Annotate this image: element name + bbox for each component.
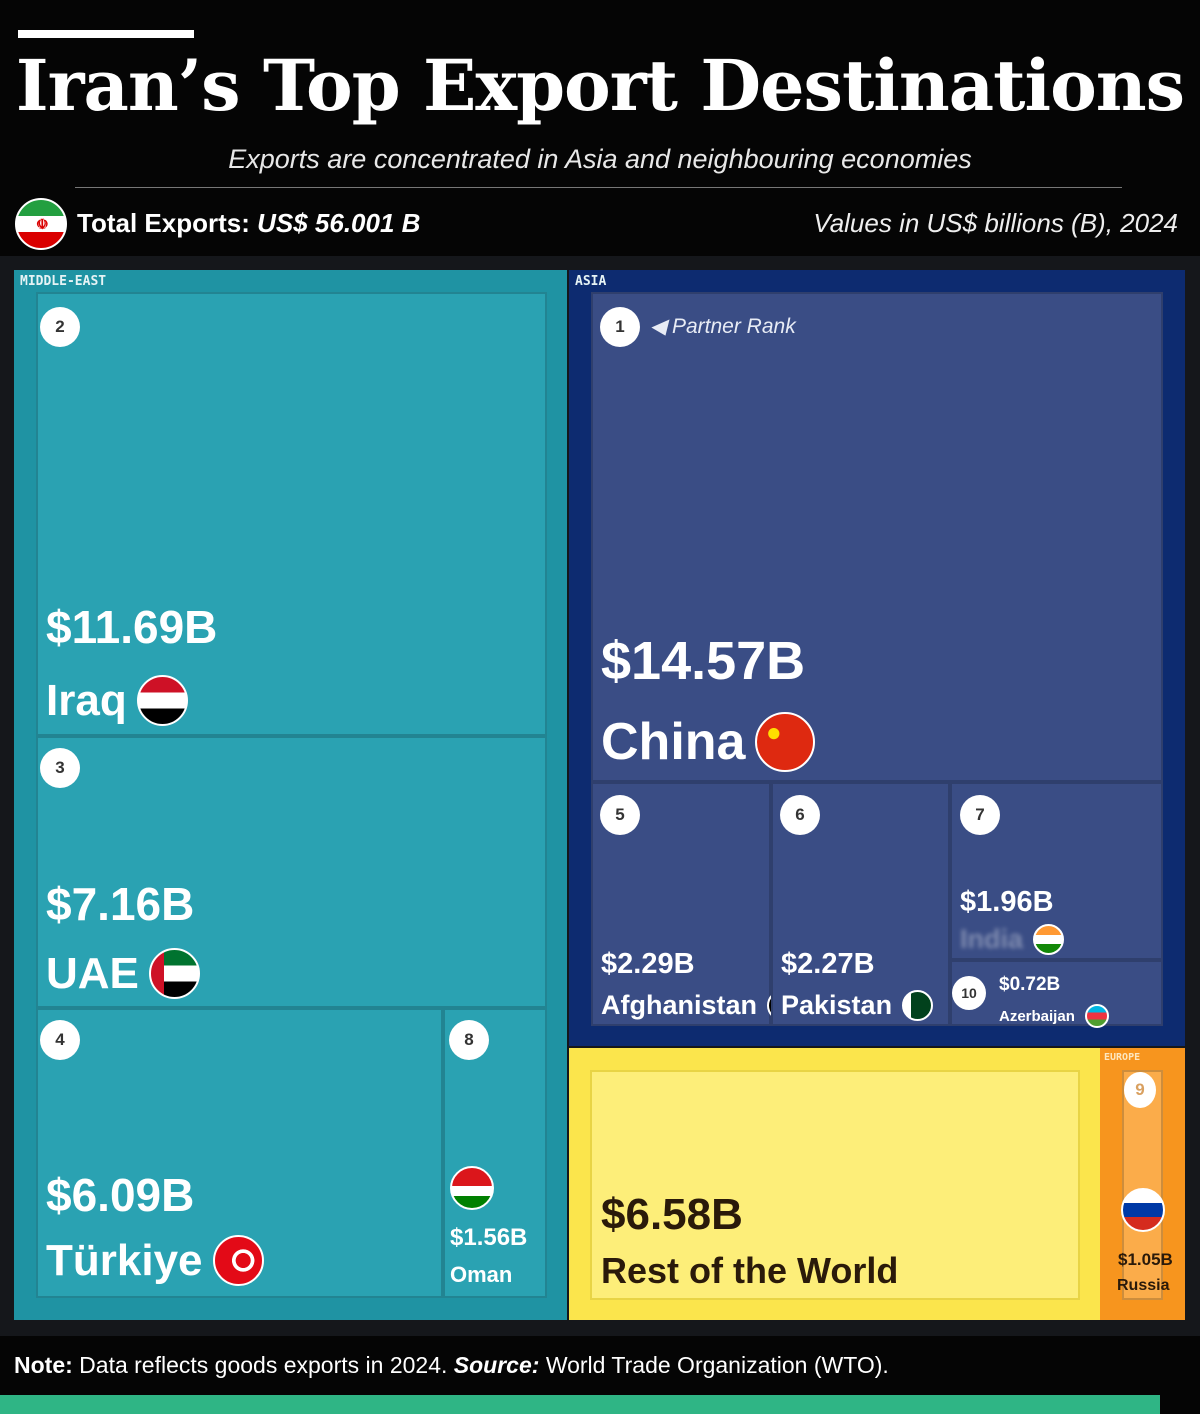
tile-rest-of-the-world[interactable] xyxy=(590,1070,1080,1300)
country-label: Russia xyxy=(1117,1277,1169,1295)
country-name: India xyxy=(960,924,1024,954)
rank-badge: 7 xyxy=(960,795,1000,835)
note-label: Note: xyxy=(14,1352,73,1378)
country-label: Rest of the World xyxy=(601,1250,898,1292)
country-name: UAE xyxy=(46,948,139,998)
rank-badge: 10 xyxy=(952,976,986,1010)
country-name: Iraq xyxy=(46,675,127,725)
rank-badge: 9 xyxy=(1124,1072,1156,1108)
region-label: EUROPE xyxy=(1104,1052,1141,1063)
country-label: China xyxy=(601,712,816,772)
country-label: Pakistan xyxy=(781,990,934,1021)
iraq-flag-icon xyxy=(136,675,188,726)
rank-badge: 5 xyxy=(600,795,640,835)
country-label: Azerbaijan xyxy=(999,1004,1109,1028)
country-name: China xyxy=(601,713,746,771)
oman-flag-icon xyxy=(450,1166,494,1210)
value-label: $6.58B xyxy=(601,1190,743,1239)
source-label: Source: xyxy=(453,1352,540,1378)
iran-flag-icon: ☫ xyxy=(15,198,67,250)
rank-badge: 8 xyxy=(449,1020,489,1060)
region-label: ASIA xyxy=(575,274,607,289)
country-label: Iraq xyxy=(46,675,188,726)
note-text: Data reflects goods exports in 2024. xyxy=(79,1352,448,1378)
title-accent-bar xyxy=(18,30,194,38)
uae-flag-icon xyxy=(148,948,200,999)
country-label: Oman xyxy=(450,1262,512,1288)
total-value: US$ 56.001 B xyxy=(257,208,421,238)
country-name: Pakistan xyxy=(781,990,893,1020)
value-label: $7.16B xyxy=(46,878,195,930)
country-name: Oman xyxy=(450,1262,513,1287)
value-label: $0.72B xyxy=(999,974,1061,995)
tile-uae[interactable] xyxy=(36,736,547,1008)
value-label: $1.96B xyxy=(960,886,1054,918)
annotation-text: Partner Rank xyxy=(671,315,796,338)
country-name: Russia xyxy=(1117,1277,1170,1294)
total-label: Total Exports: xyxy=(77,208,250,238)
pakistan-flag-icon xyxy=(902,990,934,1021)
country-name: Afghanistan xyxy=(601,990,758,1020)
partner-rank-annotation: ◀ Partner Rank xyxy=(650,315,796,338)
country-label: India xyxy=(960,924,1065,955)
units-note: Values in US$ billions (B), 2024 xyxy=(813,208,1178,238)
rank-badge: 1 xyxy=(600,307,640,347)
total-exports: Total Exports: US$ 56.001 B xyxy=(77,208,420,239)
tile-iraq[interactable] xyxy=(36,292,547,736)
china-flag-icon xyxy=(755,712,816,772)
russia-flag-icon xyxy=(1121,1188,1165,1232)
source-text: World Trade Organization (WTO). xyxy=(545,1352,889,1378)
rank-badge: 2 xyxy=(40,307,80,347)
footer-note: Note: Data reflects goods exports in 202… xyxy=(14,1352,889,1379)
value-label: $2.27B xyxy=(781,948,875,980)
india-flag-icon xyxy=(1033,924,1065,955)
tile-russia[interactable] xyxy=(1122,1070,1163,1300)
region-label: MIDDLE-EAST xyxy=(20,274,107,289)
country-label: Afghanistan xyxy=(601,990,799,1021)
value-label: $6.09B xyxy=(46,1169,195,1221)
chart-title: Iran’s Top Export Destinations xyxy=(15,44,1185,127)
rank-badge: 3 xyxy=(40,748,80,788)
value-label: $11.69B xyxy=(46,601,218,653)
divider xyxy=(75,187,1122,188)
country-name: Türkiye xyxy=(46,1235,203,1285)
value-label: $2.29B xyxy=(601,948,695,980)
country-name: Azerbaijan xyxy=(999,1007,1075,1025)
country-label: Türkiye xyxy=(46,1235,264,1286)
country-name: Rest of the World xyxy=(601,1250,899,1291)
value-label: $1.56B xyxy=(450,1224,528,1251)
value-label: $1.05B xyxy=(1118,1250,1173,1269)
country-label: UAE xyxy=(46,948,200,999)
value-label: $14.57B xyxy=(601,631,806,691)
chart-subtitle: Exports are concentrated in Asia and nei… xyxy=(228,144,972,174)
azerbaijan-flag-icon xyxy=(1084,1004,1109,1028)
rank-badge: 6 xyxy=(780,795,820,835)
t-rkiye-flag-icon xyxy=(212,1235,264,1286)
tile-china[interactable] xyxy=(591,292,1163,782)
footer-bar xyxy=(0,1395,1160,1414)
rank-badge: 4 xyxy=(40,1020,80,1060)
